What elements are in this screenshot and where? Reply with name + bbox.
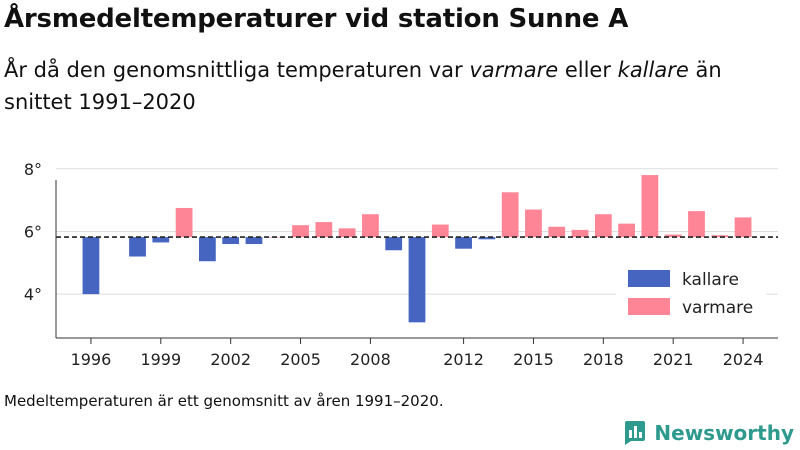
x-tick-label: 1996 xyxy=(71,350,112,369)
y-tick-label: 6° xyxy=(24,222,42,241)
x-tick-label: 2005 xyxy=(280,350,321,369)
subtitle-part-2: eller xyxy=(558,58,618,82)
bar-2023 xyxy=(711,235,729,238)
brand-name: Newsworthy xyxy=(654,421,794,445)
bar-1996 xyxy=(82,237,100,295)
bar-2016 xyxy=(548,226,566,238)
x-tick-label: 2021 xyxy=(653,350,694,369)
legend-label-kallare: kallare xyxy=(682,270,739,290)
bar-2008 xyxy=(362,214,379,238)
bar-2001 xyxy=(199,237,216,262)
chart-title: Årsmedeltemperaturer vid station Sunne A xyxy=(4,4,629,34)
footnote: Medeltemperaturen är ett genomsnitt av å… xyxy=(4,392,444,410)
newsworthy-logo-icon xyxy=(625,421,646,445)
x-tick-label: 2015 xyxy=(513,350,554,369)
bar-2013 xyxy=(478,237,496,240)
bar-2005 xyxy=(292,225,309,238)
x-tick-label: 2012 xyxy=(443,350,484,369)
bar-2020 xyxy=(641,175,659,238)
bar-2003 xyxy=(245,237,263,244)
bar-2019 xyxy=(618,223,635,238)
x-tick-label: 1999 xyxy=(140,350,181,369)
bar-1999 xyxy=(152,237,170,243)
chart-subtitle: År då den genomsnittliga temperaturen va… xyxy=(4,54,784,118)
legend-swatch-varmare xyxy=(628,298,670,315)
bar-2024 xyxy=(734,217,752,238)
y-tick-label: 8° xyxy=(24,160,42,179)
legend-swatch-kallare xyxy=(628,270,670,287)
x-tick-label: 2024 xyxy=(723,350,764,369)
brand-logo: Newsworthy xyxy=(622,418,794,448)
bar-2022 xyxy=(688,211,705,238)
bar-2017 xyxy=(571,229,589,238)
bar-1998 xyxy=(129,237,146,257)
x-tick-label: 2008 xyxy=(350,350,391,369)
y-tick-label: 4° xyxy=(24,285,42,304)
x-tick-label: 2018 xyxy=(583,350,624,369)
bar-2000 xyxy=(175,207,193,238)
bar-2018 xyxy=(594,214,612,238)
bar-2004 xyxy=(268,237,286,238)
subtitle-part-1: År då den genomsnittliga temperaturen va… xyxy=(4,58,470,82)
subtitle-warm-word: varmare xyxy=(469,58,559,82)
bar-2006 xyxy=(315,222,333,238)
subtitle-cold-word: kallare xyxy=(617,58,689,82)
bar-2014 xyxy=(501,192,519,238)
bar-2011 xyxy=(431,224,449,238)
legend-label-varmare: varmare xyxy=(682,298,753,318)
bar-2015 xyxy=(525,209,542,238)
bar-2002 xyxy=(222,237,240,244)
x-tick-label: 2002 xyxy=(210,350,251,369)
bar-2007 xyxy=(338,228,356,238)
bar-2021 xyxy=(664,234,682,238)
bar-2009 xyxy=(385,237,403,251)
bar-2010 xyxy=(408,237,426,323)
bar-2012 xyxy=(455,237,472,249)
subtitle-part-3: än snittet 1991–2020 xyxy=(4,58,722,114)
